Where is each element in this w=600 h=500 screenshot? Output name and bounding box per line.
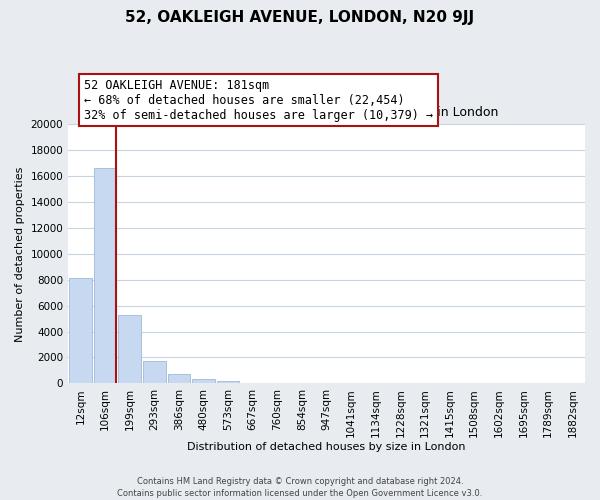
Text: Contains HM Land Registry data © Crown copyright and database right 2024.
Contai: Contains HM Land Registry data © Crown c… bbox=[118, 476, 482, 498]
Text: 52, OAKLEIGH AVENUE, LONDON, N20 9JJ: 52, OAKLEIGH AVENUE, LONDON, N20 9JJ bbox=[125, 10, 475, 25]
Bar bbox=[118, 314, 141, 384]
Title: Size of property relative to detached houses in London: Size of property relative to detached ho… bbox=[155, 106, 498, 119]
Bar bbox=[192, 380, 215, 384]
Bar bbox=[94, 168, 116, 384]
Y-axis label: Number of detached properties: Number of detached properties bbox=[15, 166, 25, 342]
Bar bbox=[217, 380, 239, 384]
Bar bbox=[143, 360, 166, 384]
Bar bbox=[167, 374, 190, 384]
Text: 52 OAKLEIGH AVENUE: 181sqm
← 68% of detached houses are smaller (22,454)
32% of : 52 OAKLEIGH AVENUE: 181sqm ← 68% of deta… bbox=[83, 79, 433, 122]
X-axis label: Distribution of detached houses by size in London: Distribution of detached houses by size … bbox=[187, 442, 466, 452]
Bar bbox=[69, 278, 92, 384]
